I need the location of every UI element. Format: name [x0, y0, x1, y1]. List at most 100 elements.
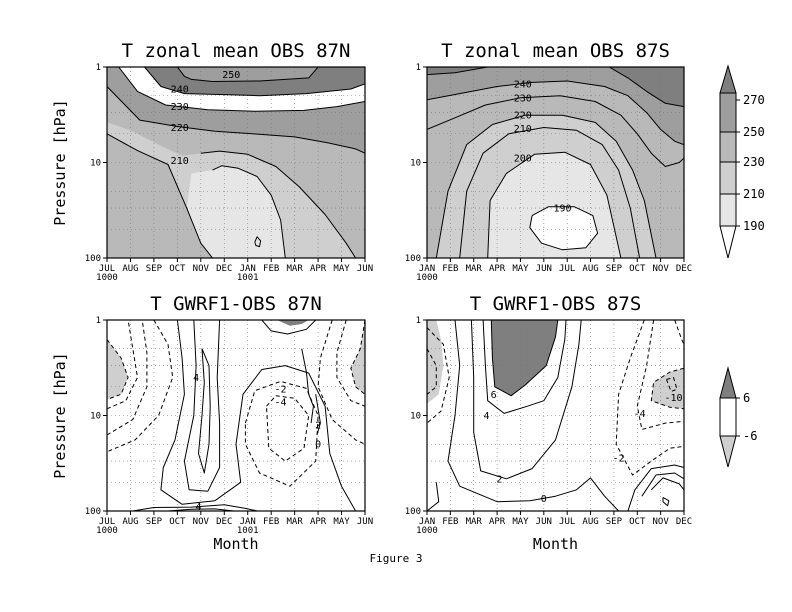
colorbar-difference: 6 -6: [719, 366, 757, 468]
contour-line-250: [608, 67, 684, 108]
y-tick-label: 10: [410, 412, 421, 422]
contour-line-neg2: [615, 320, 684, 476]
colorbar-tick-label: 190: [743, 219, 765, 233]
contour-line-2: [301, 348, 314, 424]
contour-line-4: [198, 348, 211, 474]
x-tick-label: SEP: [606, 517, 623, 527]
contour-label: 4: [195, 502, 201, 513]
figure-caption: Figure 3: [369, 552, 423, 565]
x-tick-label: JUN: [536, 517, 552, 527]
contour-line-2: [132, 504, 258, 511]
colorbar-tick-label: 6: [743, 391, 750, 405]
contour-line-neg4: [266, 395, 310, 462]
contour-line-4: [167, 508, 234, 511]
contour-label: 220: [514, 111, 532, 122]
contour-fill-6: [491, 320, 558, 396]
x-tick-label: JUL: [99, 517, 115, 527]
x-tick-label: JUN: [357, 264, 373, 274]
x-tick-label: JAN: [240, 517, 256, 527]
x-axis-label: Month: [533, 535, 578, 553]
colorbar-top-triangle: [719, 366, 737, 399]
x-tick-label: OCT: [629, 517, 646, 527]
contour-line-210: [459, 127, 641, 258]
x-tick-label: JUL: [559, 517, 575, 527]
contour-line-6: [490, 320, 559, 397]
colorbar-box: [719, 92, 737, 133]
x-tick-label: MAY: [333, 517, 350, 527]
x-tick-label: AUG: [582, 517, 598, 527]
x-tick-label: SEP: [146, 264, 163, 274]
x-year-label: 1000: [96, 273, 118, 283]
y-tick-label: 1: [416, 63, 421, 73]
colorbar-bottom-triangle: [719, 225, 737, 259]
contour-label: 210: [171, 156, 189, 167]
contour-line-4: [662, 496, 670, 507]
x-tick-label: MAR: [287, 264, 304, 274]
contour-label: 230: [514, 93, 532, 104]
contour-line-neg4: [427, 348, 437, 395]
contour-line-neg6: [107, 339, 129, 400]
contour-line-210: [107, 133, 213, 258]
x-tick-label: JAN: [419, 264, 435, 274]
y-tick-label: 1: [416, 316, 421, 326]
colorbar-box: [719, 131, 737, 163]
contour-label: 6: [491, 390, 497, 401]
contour-label: -4: [634, 409, 646, 420]
contour-label: 210: [514, 124, 532, 135]
contour-label: 2: [496, 474, 502, 485]
contour-line-190: [254, 236, 262, 248]
x-tick-label: AUG: [122, 517, 138, 527]
x-tick-label: SEP: [606, 264, 623, 274]
x-tick-label: JAN: [240, 264, 256, 274]
panel-title: T GWRF1-OBS 87S: [470, 293, 642, 315]
contour-line-4: [482, 320, 567, 414]
contour-line-0: [447, 320, 619, 511]
x-tick-label: APR: [310, 517, 327, 527]
y-axis-label: Pressure [hPa]: [51, 352, 69, 478]
contour-fill-6: [277, 320, 309, 326]
x-tick-label: OCT: [629, 264, 646, 274]
x-year-label: 1000: [96, 526, 118, 536]
x-tick-label: DEC: [676, 517, 692, 527]
x-tick-label: JUN: [357, 517, 373, 527]
panel-title: T zonal mean OBS 87N: [122, 40, 351, 62]
grid: [107, 67, 365, 258]
contour-label: 4: [484, 411, 490, 422]
x-tick-label: FEB: [442, 517, 458, 527]
contour-line-neg10: [666, 377, 678, 392]
colorbar-tick-label: 250: [743, 125, 765, 139]
x-year-label: 1001: [237, 526, 259, 536]
panel-title: T GWRF1-OBS 87N: [150, 293, 322, 315]
x-tick-label: JAN: [419, 517, 435, 527]
x-year-label: 1000: [416, 526, 438, 536]
contour-line-neg4: [636, 320, 684, 430]
contour-label: 0: [541, 494, 547, 505]
y-axis-label: Pressure [hPa]: [51, 99, 69, 225]
x-tick-label: NOV: [653, 517, 670, 527]
panel-title: T zonal mean OBS 87S: [441, 40, 670, 62]
contour-line-210: [200, 150, 357, 258]
colorbar-tick-label: 210: [743, 187, 765, 201]
x-tick-label: MAY: [512, 264, 529, 274]
contour-line-0: [315, 394, 321, 436]
contour-label: 2: [315, 420, 321, 431]
x-tick-label: FEB: [442, 264, 458, 274]
colorbar-top-triangle: [719, 64, 737, 94]
contour-label: 250: [222, 70, 240, 81]
y-tick-label: 10: [410, 159, 421, 169]
contour-line-neg4: [336, 320, 365, 407]
contour-line-230: [118, 67, 365, 112]
contour-line-neg2: [674, 320, 684, 345]
contour-line-250: [427, 67, 488, 76]
contour-line-200: [487, 151, 622, 258]
contour-line-220: [435, 114, 657, 258]
x-tick-label: OCT: [169, 517, 186, 527]
colorbar-box: [719, 397, 737, 437]
contour-line-neg2: [107, 320, 148, 436]
contour-line-2: [183, 320, 221, 492]
contour-fill-neg6: [651, 368, 684, 409]
contour-line-240: [427, 80, 684, 146]
x-tick-label: FEB: [263, 517, 279, 527]
